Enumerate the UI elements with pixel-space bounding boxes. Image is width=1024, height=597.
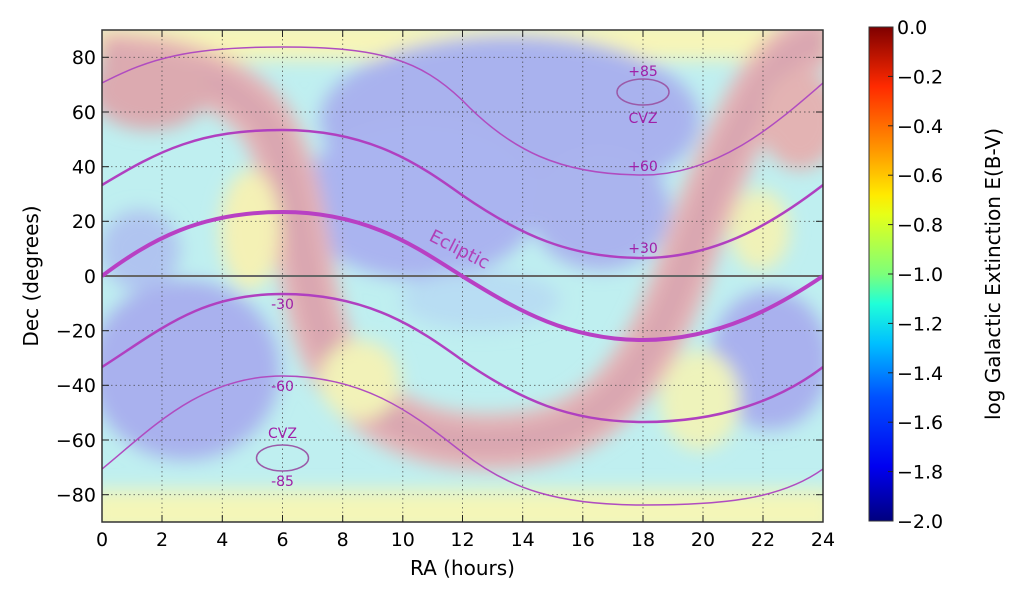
ecliptic-curves xyxy=(102,46,823,506)
x-tick: 8 xyxy=(337,529,349,551)
cbar-tick: −1.6 xyxy=(897,412,943,434)
gridlines xyxy=(102,30,823,522)
tick-marks xyxy=(102,30,823,522)
curve-plus30 xyxy=(102,128,823,260)
cbar-tick: −2.0 xyxy=(897,511,943,533)
curve-minus30 xyxy=(102,292,823,424)
x-tick: 18 xyxy=(631,529,655,551)
x-tick: 24 xyxy=(811,529,835,551)
x-tick: 0 xyxy=(96,529,108,551)
cbar-tick: −1.0 xyxy=(897,264,943,286)
x-tick: 20 xyxy=(691,529,715,551)
x-tick: 2 xyxy=(156,529,168,551)
cbar-tick: 0.0 xyxy=(897,17,927,39)
y-tick: −60 xyxy=(56,430,96,452)
x-tick: 14 xyxy=(511,529,535,551)
y-tick: 20 xyxy=(72,211,96,233)
y-tick: −80 xyxy=(56,485,96,507)
x-tick: 22 xyxy=(751,529,775,551)
y-tick: 0 xyxy=(84,266,96,288)
cbar-tick: −0.4 xyxy=(897,116,943,138)
colorbar-label: log Galactic Extinction E(B-V) xyxy=(981,128,1005,420)
y-tick: 40 xyxy=(72,157,96,179)
curve-ecliptic xyxy=(102,209,823,343)
y-axis-label: Dec (degrees) xyxy=(19,205,43,346)
colorbar: 0.0 −0.2 −0.4 −0.6 −0.8 −1.0 −1.2 −1.4 −… xyxy=(868,17,1005,533)
label-south-cvz: CVZ xyxy=(268,426,297,442)
curve-minus60 xyxy=(102,375,823,506)
cvz-ellipse-north xyxy=(616,78,670,106)
x-tick: 6 xyxy=(276,529,288,551)
label-minus85: -85 xyxy=(271,474,294,490)
label-minus30: -30 xyxy=(271,297,294,313)
cbar-tick: −0.8 xyxy=(897,215,943,237)
label-minus60: -60 xyxy=(271,379,294,395)
y-tick: −20 xyxy=(56,321,96,343)
cbar-tick: −0.2 xyxy=(897,66,943,88)
cbar-tick: −1.2 xyxy=(897,313,943,335)
y-tick: 80 xyxy=(72,47,96,69)
cbar-tick: −0.6 xyxy=(897,165,943,187)
label-plus30: +30 xyxy=(628,241,658,257)
y-tick: −40 xyxy=(56,375,96,397)
label-north-cvz: CVZ xyxy=(629,111,658,127)
cbar-tick: −1.8 xyxy=(897,462,943,484)
curve-plus60 xyxy=(102,46,823,176)
x-tick: 4 xyxy=(216,529,228,551)
y-tick: 60 xyxy=(72,102,96,124)
x-tick: 16 xyxy=(571,529,595,551)
y-axis-tick-labels: 80 60 40 20 0 −20 −40 −60 −80 xyxy=(56,47,96,507)
label-plus85: +85 xyxy=(628,64,658,80)
label-plus60: +60 xyxy=(628,159,658,175)
cbar-tick: −1.4 xyxy=(897,363,943,385)
x-tick: 12 xyxy=(450,529,474,551)
colorbar-tick-labels: 0.0 −0.2 −0.4 −0.6 −0.8 −1.0 −1.2 −1.4 −… xyxy=(897,17,943,533)
x-tick: 10 xyxy=(391,529,415,551)
cvz-ellipse-south xyxy=(255,444,310,472)
x-axis-label: RA (hours) xyxy=(410,556,515,580)
x-axis-tick-labels: 0 2 4 6 8 10 12 14 16 18 20 22 24 xyxy=(96,529,835,551)
